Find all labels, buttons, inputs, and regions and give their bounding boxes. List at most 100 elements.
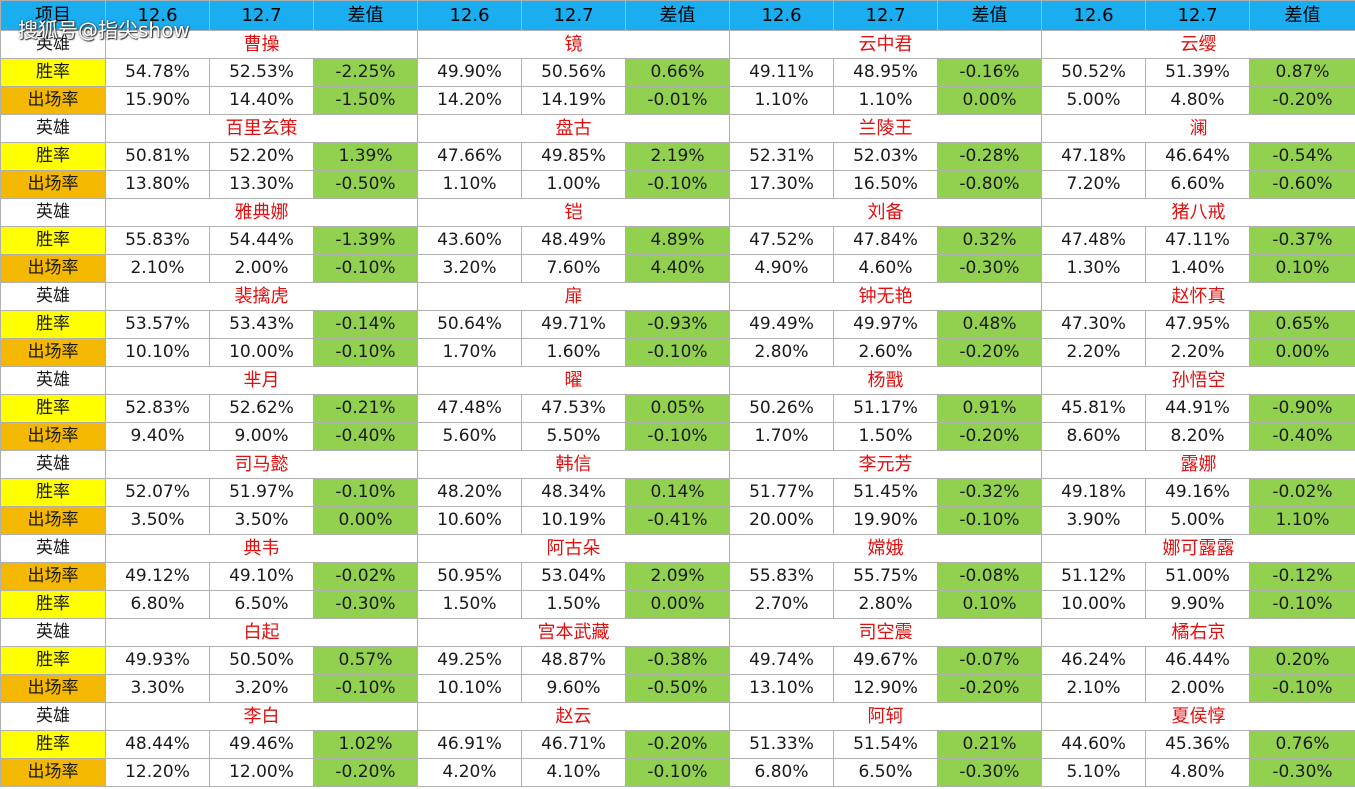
hero-name: 孙悟空 xyxy=(1041,366,1355,395)
value-cell: 48.20% xyxy=(417,478,522,507)
diff-cell: -0.02% xyxy=(1249,478,1355,507)
diff-cell: -0.32% xyxy=(937,478,1042,507)
value-cell: 16.50% xyxy=(833,170,938,199)
hero-name: 扉 xyxy=(417,282,730,311)
value-cell: 52.62% xyxy=(209,394,314,423)
value-cell: 10.60% xyxy=(417,506,522,535)
value-cell: 51.00% xyxy=(1145,562,1250,591)
value-cell: 54.44% xyxy=(209,226,314,255)
header-cell: 12.7 xyxy=(1145,0,1250,31)
value-cell: 4.90% xyxy=(729,254,834,283)
hero-name: 李元芳 xyxy=(729,450,1042,479)
value-cell: 2.60% xyxy=(833,338,938,367)
value-cell: 1.00% xyxy=(521,170,626,199)
value-cell: 53.43% xyxy=(209,310,314,339)
diff-cell: 0.66% xyxy=(625,58,730,87)
diff-cell: -0.12% xyxy=(1249,562,1355,591)
hero-label: 英雄 xyxy=(0,30,106,59)
appearance-rate-label: 出场率 xyxy=(0,338,106,367)
hero-name: 盘古 xyxy=(417,114,730,143)
value-cell: 51.17% xyxy=(833,394,938,423)
diff-cell: -0.90% xyxy=(1249,394,1355,423)
header-corner: 项目 xyxy=(0,0,106,31)
win-rate-row: 胜率 52.07% 51.97% -0.10% 48.20% 48.34% 0.14% 51.… xyxy=(0,478,1355,507)
hero-label: 英雄 xyxy=(0,114,106,143)
hero-name: 典韦 xyxy=(105,534,418,563)
appearance-rate-label: 出场率 xyxy=(0,170,106,199)
diff-cell: 4.40% xyxy=(625,254,730,283)
value-cell: 47.18% xyxy=(1041,142,1146,171)
diff-cell: -0.10% xyxy=(313,478,418,507)
value-cell: 49.18% xyxy=(1041,478,1146,507)
value-cell: 13.10% xyxy=(729,674,834,703)
diff-cell: -0.20% xyxy=(625,730,730,759)
value-cell: 3.30% xyxy=(105,674,210,703)
diff-cell: 0.65% xyxy=(1249,310,1355,339)
value-cell: 4.20% xyxy=(417,758,522,787)
header-cell: 12.6 xyxy=(417,0,522,31)
diff-cell: -0.30% xyxy=(937,254,1042,283)
diff-cell: -0.40% xyxy=(1249,422,1355,451)
value-cell: 10.19% xyxy=(521,506,626,535)
diff-cell: -0.38% xyxy=(625,646,730,675)
value-cell: 6.60% xyxy=(1145,170,1250,199)
hero-name: 云缨 xyxy=(1041,30,1355,59)
value-cell: 49.25% xyxy=(417,646,522,675)
hero-name: 宫本武藏 xyxy=(417,618,730,647)
hero-name: 白起 xyxy=(105,618,418,647)
header-cell: 12.7 xyxy=(209,0,314,31)
win-rate-row: 胜率 49.93% 50.50% 0.57% 49.25% 48.87% -0.38% 49.… xyxy=(0,646,1355,675)
value-cell: 50.50% xyxy=(209,646,314,675)
value-cell: 9.00% xyxy=(209,422,314,451)
diff-cell: 0.76% xyxy=(1249,730,1355,759)
appearance-rate-label: 出场率 xyxy=(0,86,106,115)
diff-cell: -0.28% xyxy=(937,142,1042,171)
win-rate-row: 胜率 55.83% 54.44% -1.39% 43.60% 48.49% 4.89% 47.… xyxy=(0,226,1355,255)
appearance-rate-row: 出场率 15.90% 14.40% -1.50% 14.20% 14.19% -0.01% 1… xyxy=(0,86,1355,115)
value-cell: 14.40% xyxy=(209,86,314,115)
value-cell: 52.83% xyxy=(105,394,210,423)
hero-name: 阿轲 xyxy=(729,702,1042,731)
value-cell: 5.00% xyxy=(1145,506,1250,535)
diff-cell: 0.48% xyxy=(937,310,1042,339)
value-cell: 2.80% xyxy=(729,338,834,367)
hero-name: 露娜 xyxy=(1041,450,1355,479)
value-cell: 49.71% xyxy=(521,310,626,339)
win-rate-row: 胜率 6.80% 6.50% -0.30% 1.50% 1.50% 0.00% 2.70% 2.… xyxy=(0,590,1355,619)
value-cell: 17.30% xyxy=(729,170,834,199)
value-cell: 2.00% xyxy=(1145,674,1250,703)
value-cell: 49.93% xyxy=(105,646,210,675)
value-cell: 50.26% xyxy=(729,394,834,423)
diff-cell: -0.40% xyxy=(313,422,418,451)
value-cell: 9.40% xyxy=(105,422,210,451)
value-cell: 50.81% xyxy=(105,142,210,171)
win-rate-label: 胜率 xyxy=(0,646,106,675)
header-cell: 差值 xyxy=(1249,0,1355,31)
value-cell: 10.00% xyxy=(1041,590,1146,619)
hero-name: 娜可露露 xyxy=(1041,534,1355,563)
diff-cell: -0.10% xyxy=(313,338,418,367)
header-cell: 12.7 xyxy=(833,0,938,31)
value-cell: 47.48% xyxy=(1041,226,1146,255)
value-cell: 46.71% xyxy=(521,730,626,759)
value-cell: 12.90% xyxy=(833,674,938,703)
value-cell: 51.97% xyxy=(209,478,314,507)
value-cell: 47.48% xyxy=(417,394,522,423)
value-cell: 51.39% xyxy=(1145,58,1250,87)
header-cell: 12.6 xyxy=(1041,0,1146,31)
diff-cell: -0.01% xyxy=(625,86,730,115)
appearance-rate-row: 出场率 9.40% 9.00% -0.40% 5.60% 5.50% -0.10% 1.70%… xyxy=(0,422,1355,451)
diff-cell: -1.50% xyxy=(313,86,418,115)
diff-cell: -0.10% xyxy=(1249,674,1355,703)
hero-name: 澜 xyxy=(1041,114,1355,143)
value-cell: 48.44% xyxy=(105,730,210,759)
diff-cell: 0.10% xyxy=(1249,254,1355,283)
hero-name: 曜 xyxy=(417,366,730,395)
value-cell: 51.45% xyxy=(833,478,938,507)
hero-name: 钟无艳 xyxy=(729,282,1042,311)
hero-label: 英雄 xyxy=(0,366,106,395)
value-cell: 6.80% xyxy=(105,590,210,619)
value-cell: 45.36% xyxy=(1145,730,1250,759)
hero-name: 赵云 xyxy=(417,702,730,731)
